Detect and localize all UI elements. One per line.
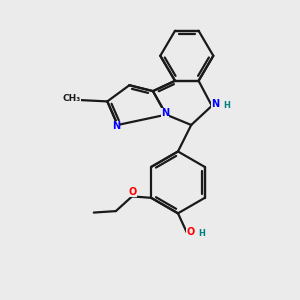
Text: O: O xyxy=(128,187,137,197)
Text: CH₃: CH₃ xyxy=(63,94,81,103)
Text: O: O xyxy=(186,227,194,237)
Text: H: H xyxy=(198,230,205,238)
Text: N: N xyxy=(211,99,219,110)
Text: N: N xyxy=(161,108,169,118)
Text: H: H xyxy=(223,101,230,110)
Text: N: N xyxy=(112,122,120,131)
